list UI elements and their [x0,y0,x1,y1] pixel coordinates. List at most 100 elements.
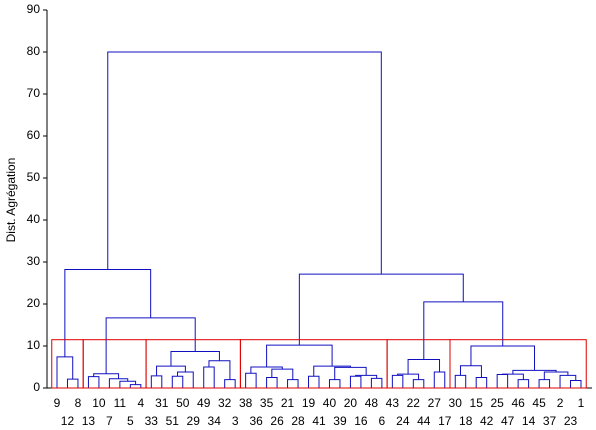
merge-link [107,51,382,275]
y-tick-label: 20 [27,296,41,310]
leaf-label: 20 [344,396,358,410]
y-tick-label: 60 [27,128,41,142]
merge-link [496,374,509,388]
merge-link [517,379,530,388]
leaf-label: 10 [92,396,106,410]
merge-link [454,374,467,388]
leaf-label: 26 [270,414,284,428]
leaf-label: 27 [428,396,442,410]
merge-link [150,375,163,388]
merge-link [108,378,129,388]
y-tick-label: 40 [27,212,41,226]
merge-link [538,379,551,388]
y-tick-label: 70 [27,86,41,100]
merge-link [470,345,535,371]
leaf-label: 35 [260,396,274,410]
merge-link [266,344,333,367]
merge-link [156,365,186,376]
merge-link [171,375,184,388]
leaf-label: 1 [578,396,585,410]
leaf-label: 21 [281,396,295,410]
merge-link [56,356,74,388]
merge-link [177,371,194,388]
y-tick-label: 0 [33,380,40,394]
merge-link [559,374,577,388]
leaf-label: 50 [176,396,190,410]
leaf-label: 15 [470,396,484,410]
leaf-label: 31 [155,396,169,410]
merge-link [298,273,464,346]
y-tick-label: 30 [27,254,41,268]
leaf-label: 40 [323,396,337,410]
leaf-label: 19 [302,396,316,410]
leaf-label: 42 [480,414,494,428]
leaf-label: 16 [354,414,368,428]
cluster-cut-box [239,339,388,389]
cluster-cut-box [386,339,451,389]
merge-link [328,379,341,388]
merge-link [170,350,220,367]
leaf-label: 24 [396,414,410,428]
merge-link [208,360,231,380]
merge-link [433,371,446,388]
leaf-label: 22 [407,396,421,410]
merge-link [370,377,383,388]
merge-link [308,375,320,388]
leaf-label: 12 [61,414,75,428]
leaf-label: 9 [54,396,61,410]
leaf-label: 36 [249,414,263,428]
leaf-label: 6 [379,414,386,428]
leaf-label: 45 [532,396,546,410]
leaf-label: 25 [490,396,504,410]
leaf-label: 38 [239,396,253,410]
merge-link [245,372,257,388]
merge-link [412,379,425,388]
y-tick-label: 90 [27,2,41,16]
y-tick-label: 50 [27,170,41,184]
leaf-label: 11 [114,396,127,410]
leaf-label: 4 [137,396,144,410]
leaf-label: 13 [82,414,96,428]
leaf-label: 18 [459,414,473,428]
cluster-cut-box [82,339,147,389]
leaf-label: 41 [312,414,326,428]
leaf-label: 37 [543,414,557,428]
leaf-label: 43 [386,396,400,410]
leaf-label: 51 [166,414,180,428]
leaf-label: 32 [218,396,232,410]
merge-link [250,366,283,374]
leaf-label: 3 [232,414,239,428]
leaf-label: 7 [106,414,113,428]
merge-link [391,374,404,388]
y-tick-label: 80 [27,44,41,58]
leaf-label: 48 [365,396,379,410]
merge-link [266,377,278,388]
merge-link [105,317,196,374]
leaf-label: 17 [438,414,452,428]
leaf-label: 34 [208,414,222,428]
leaf-label: 47 [501,414,515,428]
merge-link [423,301,504,360]
leaf-label: 23 [564,414,578,428]
leaf-label: 2 [557,396,564,410]
merge-link [129,384,142,388]
leaf-label: 8 [75,396,82,410]
merge-link [203,366,215,388]
merge-link [287,379,299,388]
leaf-label: 5 [127,414,134,428]
leaf-label: 30 [449,396,463,410]
merge-link [224,379,236,388]
merge-link [64,269,152,357]
merge-link [475,377,488,388]
leaf-label: 33 [145,414,159,428]
y-tick-label: 10 [27,338,41,352]
leaf-label: 14 [522,414,536,428]
leaf-label: 28 [291,414,305,428]
merge-link [570,379,582,388]
leaf-label: 46 [511,396,525,410]
leaf-label: 49 [197,396,211,410]
merge-link [271,368,294,380]
merge-link [66,378,79,388]
merge-link [87,376,100,388]
